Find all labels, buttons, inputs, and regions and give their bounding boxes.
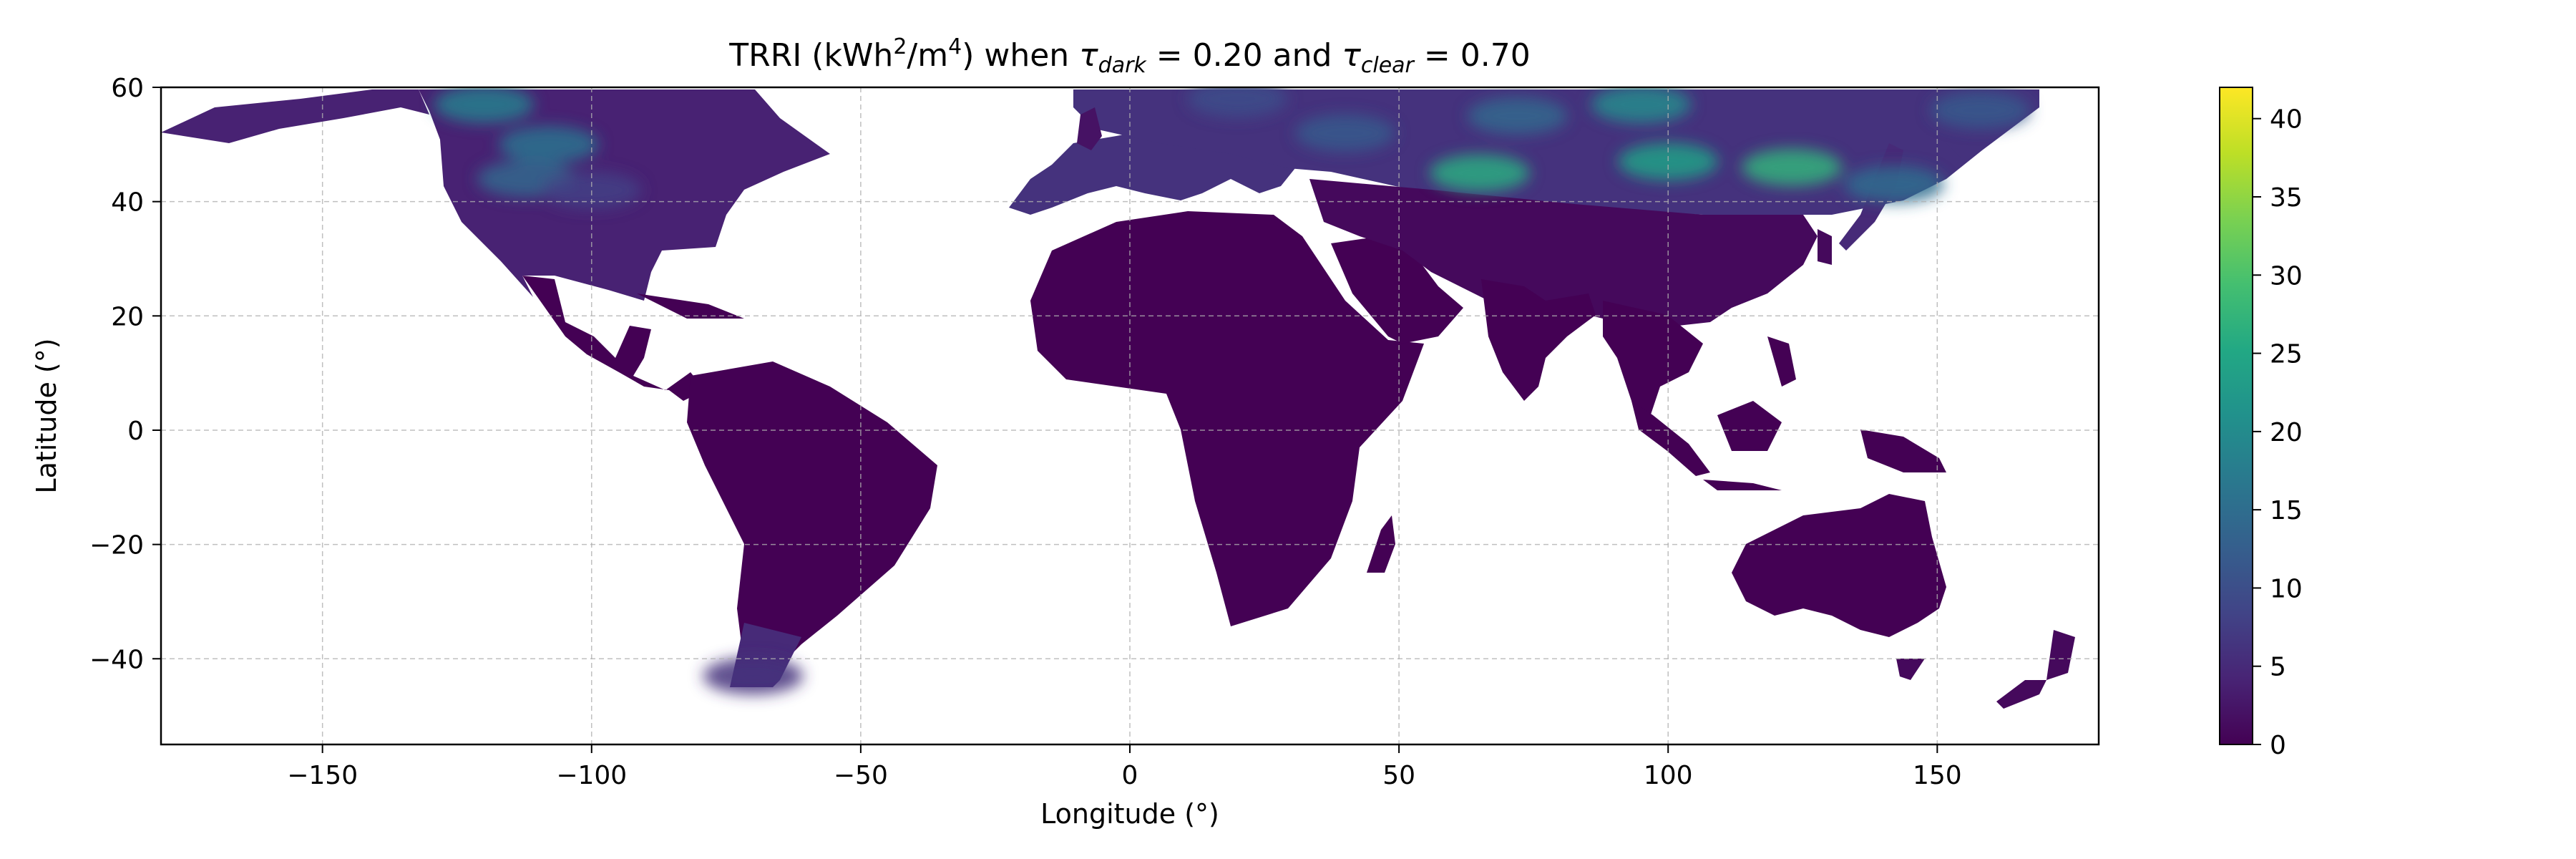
x-tick-label: 150 [1913,761,1962,790]
y-axis-label: Latitude (°) [31,338,62,493]
hotspot-patagonia-south [703,657,804,695]
region-central-america [522,276,705,401]
x-tick-label: −150 [287,761,358,790]
colorbar-tick-label: 15 [2270,496,2303,525]
colorbar-tick-label: 0 [2270,731,2286,760]
region-australia [1732,494,1946,637]
map-plot-area [161,87,2099,744]
heat-hotspots-layer [434,87,2031,695]
y-tick-label: 20 [111,302,144,331]
hotspot-siberia-north [1591,87,1692,123]
map-title: TRRI (kWh2/m4) when τdark = 0.20 and τcl… [728,34,1530,78]
colorbar-tick-label: 40 [2270,105,2303,135]
region-southeast-asia [1603,301,1703,430]
region-south-america [687,361,937,680]
colorbar-ticks: 0 5 10 15 20 25 30 35 40 [2253,105,2303,760]
region-java [1703,480,1782,490]
x-axis: −150 −100 −50 0 50 100 150 [287,744,1962,790]
region-uk [1077,107,1102,150]
colorbar-tick-label: 30 [2270,261,2303,291]
region-sumatra [1631,401,1710,476]
x-tick-label: 100 [1644,761,1693,790]
hotspot-scandinavia [1187,87,1288,117]
y-tick-label: 40 [111,188,144,218]
hotspot-kamchatka [1930,91,2031,129]
colorbar-tick-label: 25 [2270,340,2303,369]
y-tick-label: 60 [111,74,144,103]
colorbar-tick-label: 35 [2270,183,2303,213]
hotspot-eastern-europe [1294,114,1395,152]
y-tick-label: 0 [127,417,144,446]
hotspot-western-canada-north [434,87,535,123]
region-borneo [1717,401,1782,451]
x-axis-label: Longitude (°) [1040,798,1219,830]
region-tasmania [1896,659,1925,680]
colorbar: 0 5 10 15 20 25 30 35 40 [2219,87,2303,760]
region-africa [1030,211,1424,626]
hotspot-us-great-plains [541,171,642,209]
hotspot-mongolia [1618,142,1719,180]
hotspot-canadian-prairies [498,125,599,163]
hotspot-central-asian-steppe [1429,154,1530,192]
grid-lines [161,87,2099,744]
y-axis: −40 −20 0 20 40 60 [89,74,161,674]
region-cuba [637,293,744,319]
region-korea [1818,229,1832,265]
region-india [1481,279,1596,401]
region-eurasia-south [1309,179,1818,336]
hotspot-hokkaido [1844,165,1945,203]
region-new-zealand-south [1996,680,2046,709]
x-tick-label: 50 [1382,761,1415,790]
x-tick-label: −100 [556,761,627,790]
region-new-zealand-north [2046,630,2075,680]
y-tick-label: −20 [89,531,144,560]
x-tick-label: −50 [834,761,888,790]
colorbar-tick-label: 5 [2270,653,2286,682]
colorbar-tick-label: 10 [2270,574,2303,603]
hotspot-manchuria [1742,148,1843,186]
colorbar-gradient [2219,87,2253,745]
y-tick-label: −40 [89,645,144,674]
x-tick-label: 0 [1122,761,1138,790]
hotspot-western-siberia [1467,97,1568,135]
region-alaska [161,89,429,143]
colorbar-tick-label: 20 [2270,418,2303,447]
region-arabia [1331,236,1463,344]
region-philippines [1767,336,1796,387]
region-new-guinea [1860,430,1946,472]
